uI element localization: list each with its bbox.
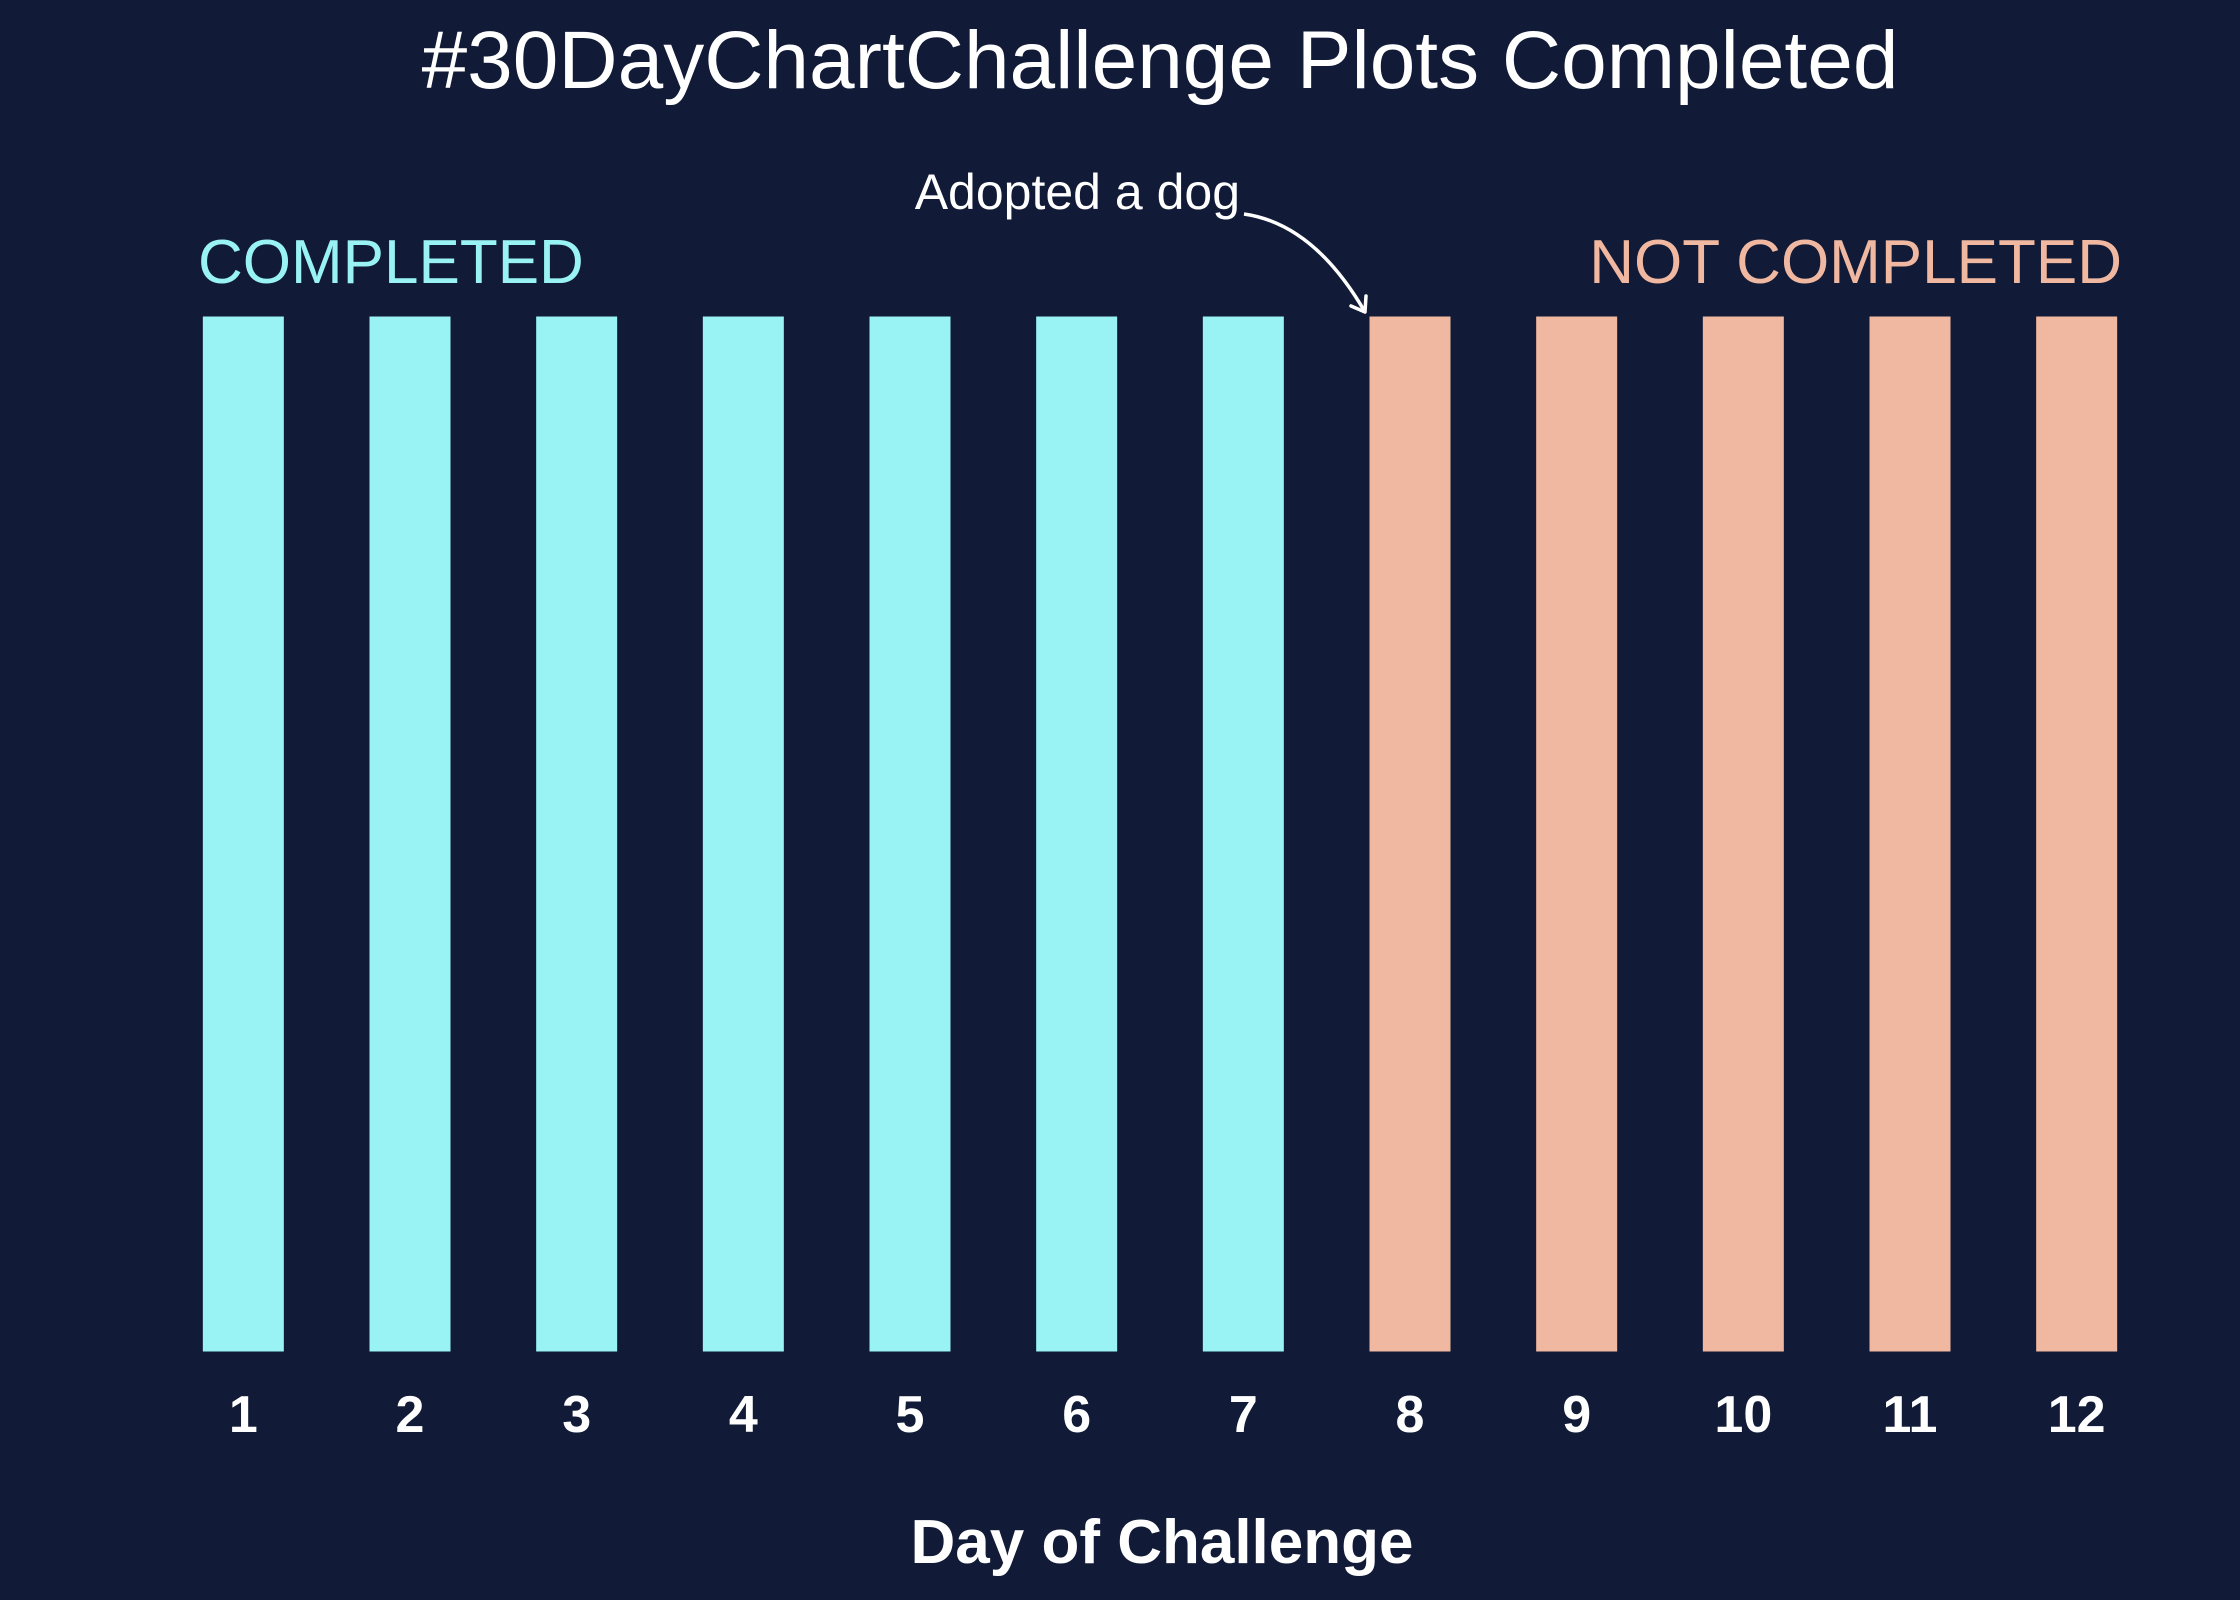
- bar-day-3: [535, 315, 619, 1353]
- bar-day-2: [368, 315, 452, 1353]
- chart-title: #30DayChartChallenge Plots Completed: [422, 15, 1899, 106]
- x-tick-label-2: 2: [396, 1386, 425, 1444]
- bar-day-5: [868, 315, 952, 1353]
- bar-day-11: [1868, 315, 1952, 1353]
- bar-day-10: [1701, 315, 1785, 1353]
- not-completed-group-label: NOT COMPLETED: [1589, 228, 2122, 297]
- bar-day-12: [2035, 315, 2119, 1353]
- x-tick-label-12: 12: [2048, 1386, 2106, 1444]
- x-tick-label-11: 11: [1883, 1386, 1938, 1444]
- bar-day-8: [1368, 315, 1452, 1353]
- bar-day-4: [701, 315, 785, 1353]
- x-tick-label-1: 1: [229, 1386, 258, 1444]
- x-tick-label-9: 9: [1562, 1386, 1591, 1444]
- x-axis-label: Day of Challenge: [911, 1508, 1414, 1577]
- bars-layer: [201, 315, 2119, 1353]
- completed-group-label: COMPLETED: [198, 228, 584, 297]
- x-tick-label-3: 3: [562, 1386, 591, 1444]
- bar-day-9: [1535, 315, 1619, 1353]
- x-tick-label-8: 8: [1396, 1386, 1425, 1444]
- x-tick-label-6: 6: [1062, 1386, 1091, 1444]
- x-tick-label-5: 5: [896, 1386, 925, 1444]
- annotation-arrowhead: [1349, 294, 1368, 314]
- annotation-label: Adopted a dog: [915, 164, 1240, 220]
- bar-day-7: [1201, 315, 1285, 1353]
- x-tick-labels: 1 2 3 4 5 6 7 8 9 10 11 12: [229, 1386, 2106, 1444]
- bar-day-1: [201, 315, 285, 1353]
- x-tick-label-7: 7: [1229, 1386, 1258, 1444]
- x-tick-label-10: 10: [1714, 1386, 1772, 1444]
- bar-day-6: [1035, 315, 1119, 1353]
- x-tick-label-4: 4: [729, 1386, 758, 1444]
- annotation-arrow: [1243, 212, 1367, 313]
